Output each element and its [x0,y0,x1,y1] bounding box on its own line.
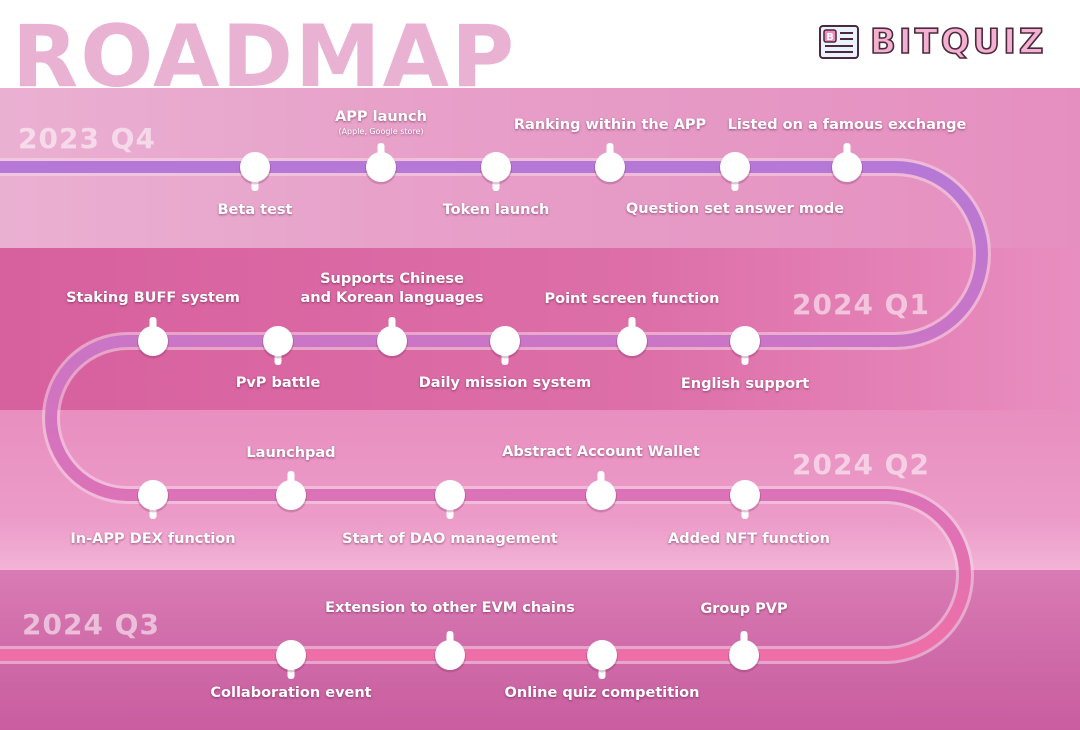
milestone-node-circle [435,480,465,510]
svg-text:B: B [826,32,834,43]
milestone-node-circle [730,326,760,356]
milestone-label-quiz-competition: Online quiz competition [504,685,700,701]
quarter-label-2024-q1: 2024 Q1 [792,288,930,321]
milestone-sublabel-app-launch: (Apple, Google store) [338,127,424,136]
milestone-label-aa-wallet: Abstract Account Wallet [502,444,700,460]
milestone-node [586,640,618,679]
milestone-label-languages-line2: and Korean languages [300,290,484,306]
milestone-label-point-screen: Point screen function [544,291,720,307]
milestone-label-app-launch-main: APP launch [335,109,427,125]
milestone-label-pvp-battle: PvP battle [235,375,321,391]
milestone-node [480,152,512,191]
milestone-node [376,317,408,359]
milestone-node [594,143,626,185]
milestone-node [434,480,466,519]
milestone-node [137,317,169,359]
milestone-label-daily-mission: Daily mission system [418,375,592,391]
milestone-label-dex: In-APP DEX function [70,531,236,547]
milestone-label-question-set: Question set answer mode [625,201,845,217]
milestone-node [616,317,648,359]
milestone-node-circle [586,480,616,510]
milestone-label-languages: Supports Chinese and Korean languages [300,270,483,308]
milestone-node [262,326,294,365]
milestone-label-collaboration: Collaboration event [210,685,372,701]
milestone-node-circle [276,480,306,510]
logo: B BITQUIZ [818,21,1047,63]
milestone-node [489,326,521,365]
milestone-label-launchpad: Launchpad [246,445,336,461]
milestone-node [434,631,466,673]
milestone-node-circle [617,326,647,356]
milestone-node-circle [138,480,168,510]
milestone-node-circle [481,152,511,182]
logo-text: BITQUIZ [869,21,1047,63]
milestone-node [729,480,761,519]
milestone-node [275,640,307,679]
milestone-node [831,143,863,185]
milestone-label-app-launch: APP launch (Apple, Google store) [335,108,427,136]
milestone-label-nft: Added NFT function [668,531,830,547]
band-2024-q1 [0,248,1080,410]
milestone-label-languages-line1: Supports Chinese [320,271,464,287]
milestone-node-circle [435,640,465,670]
milestone-node [719,152,751,191]
milestone-node [239,152,271,191]
milestone-node [365,143,397,185]
milestone-node-circle [366,152,396,182]
milestone-label-english-support: English support [680,376,810,392]
milestone-label-ranking: Ranking within the APP [513,117,707,133]
milestone-label-staking-buff: Staking BUFF system [66,290,240,306]
quarter-label-2024-q2: 2024 Q2 [792,448,930,481]
milestone-node-circle [832,152,862,182]
milestone-node-circle [720,152,750,182]
milestone-node [585,471,617,513]
milestone-label-group-pvp: Group PVP [700,601,788,617]
roadmap-line [0,161,988,661]
milestone-node-circle [490,326,520,356]
milestone-node-circle [138,326,168,356]
milestone-node-circle [595,152,625,182]
milestone-node-circle [276,640,306,670]
milestone-node [728,631,760,673]
milestone-node-circle [240,152,270,182]
milestone-node-circle [730,480,760,510]
milestone-label-beta-test: Beta test [217,202,293,218]
milestone-label-token-launch: Token launch [442,202,550,218]
milestone-node-circle [729,640,759,670]
milestone-node-circle [263,326,293,356]
milestone-node [275,471,307,513]
milestone-node-circle [587,640,617,670]
quarter-label-2023-q4: 2023 Q4 [18,122,156,155]
milestone-label-dao: Start of DAO management [342,531,558,547]
page-title: ROADMAP [12,7,517,107]
milestone-node [729,326,761,365]
quarter-label-2024-q3: 2024 Q3 [22,608,160,641]
milestone-node [137,480,169,519]
milestone-node-circle [377,326,407,356]
milestone-label-listed-exchange: Listed on a famous exchange [727,117,967,133]
quiz-paper-icon: B [819,25,859,59]
milestone-label-evm-chains: Extension to other EVM chains [325,600,575,616]
